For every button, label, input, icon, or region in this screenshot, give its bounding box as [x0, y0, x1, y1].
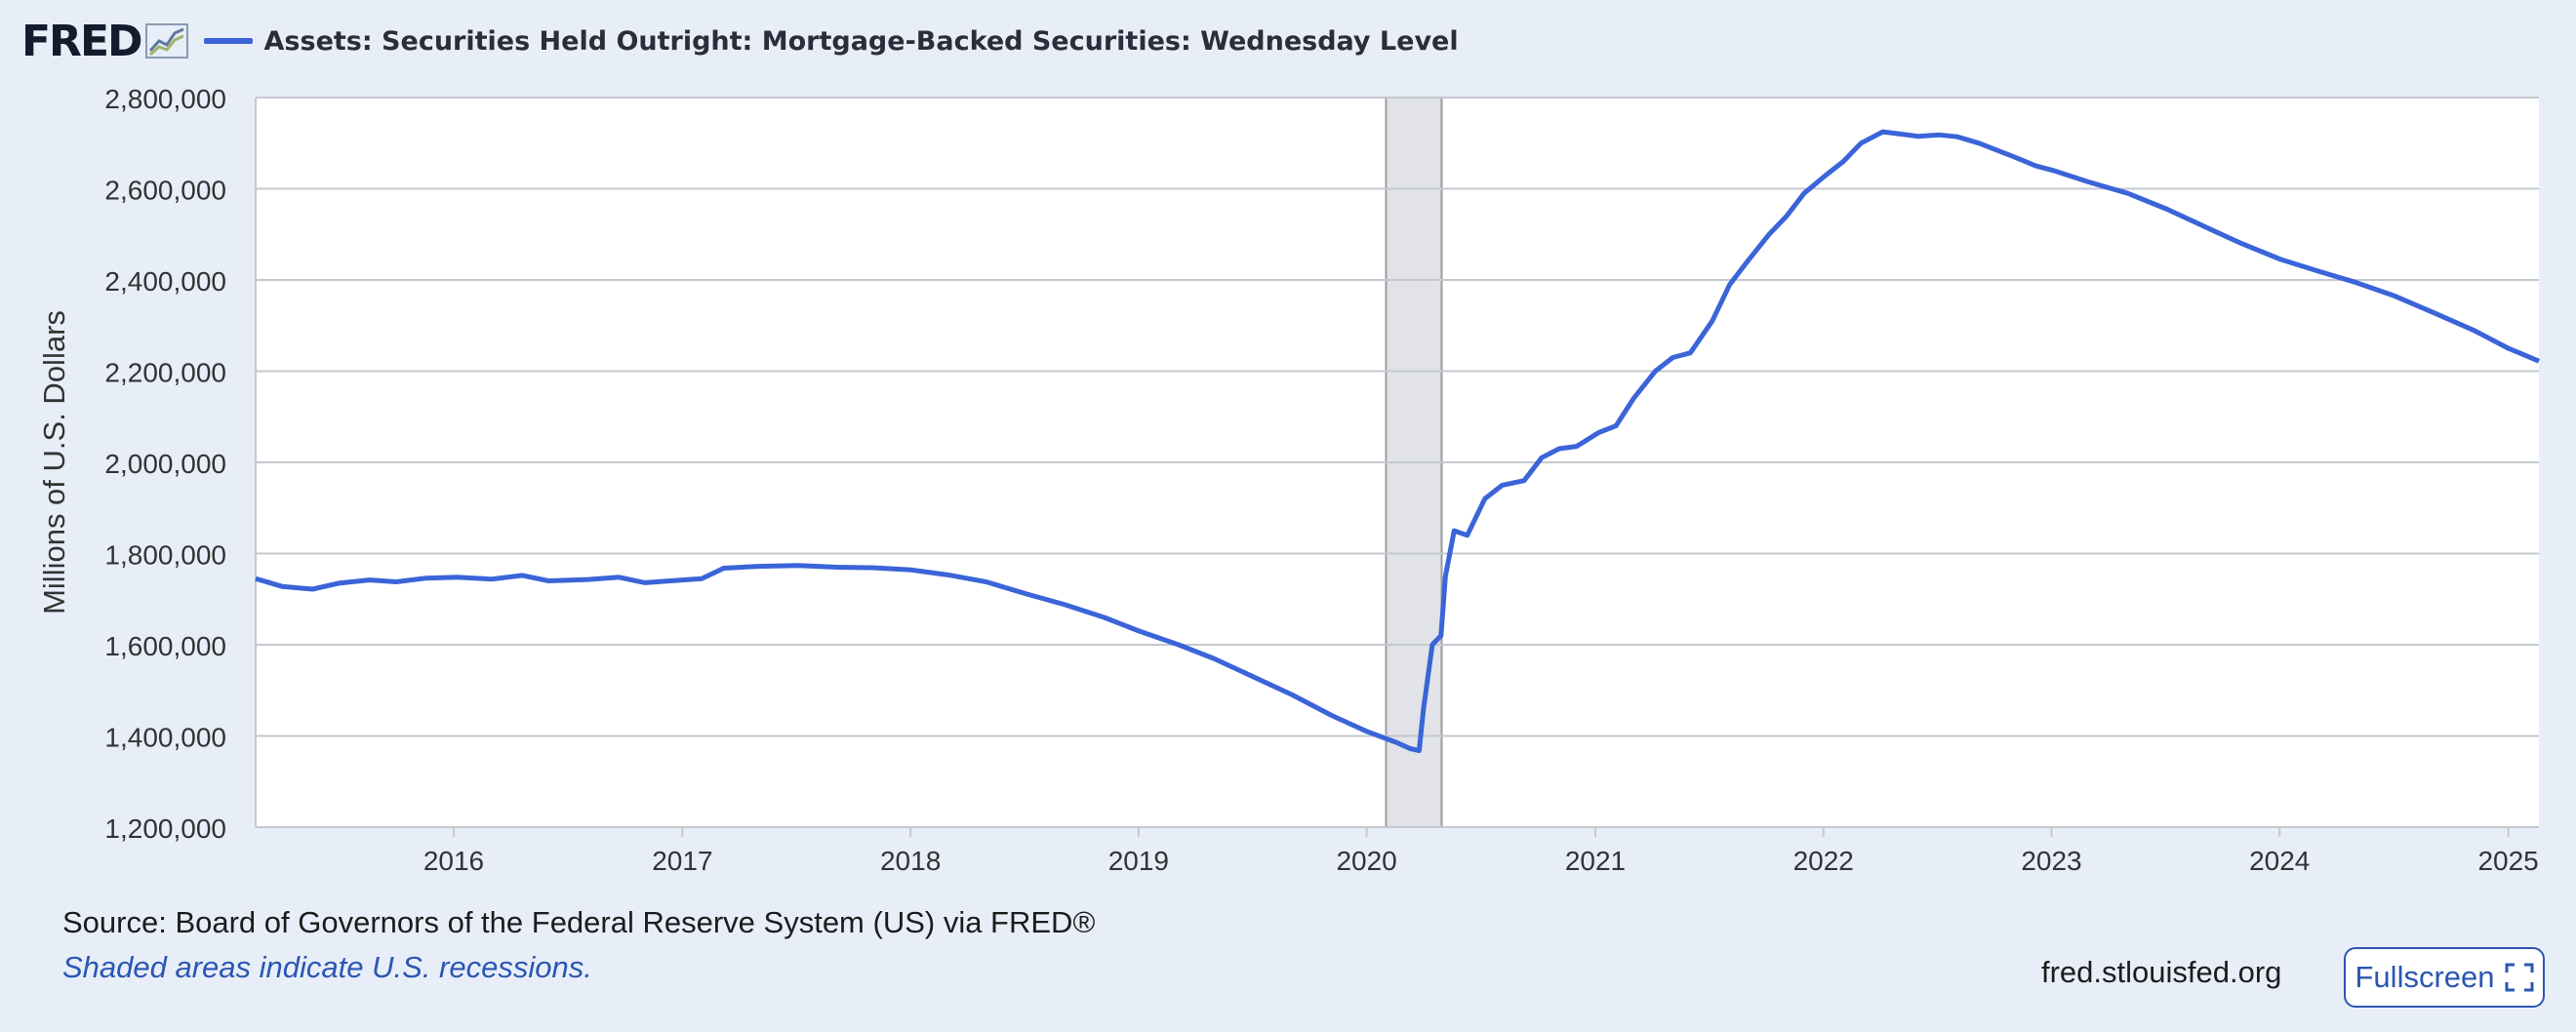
fred-logo[interactable]: FRED [21, 17, 188, 66]
x-tick-label: 2021 [1565, 846, 1626, 876]
series-layer [255, 129, 2540, 753]
fullscreen-button[interactable]: Fullscreen [2344, 947, 2545, 1008]
x-tick-label: 2017 [652, 846, 712, 876]
x-tick-label: 2025 [2477, 846, 2538, 876]
y-axis-label: Millions of U.S. Dollars [37, 310, 71, 615]
gridlines [256, 97, 2539, 828]
legend-swatch [203, 38, 253, 44]
y-tick-label: 1,600,000 [104, 631, 226, 661]
x-tick-label: 2016 [423, 846, 484, 876]
fullscreen-label: Fullscreen [2355, 960, 2495, 994]
y-tick-label: 1,200,000 [104, 814, 226, 844]
recession-note: Shaded areas indicate U.S. recessions. [62, 950, 592, 984]
site-link[interactable]: fred.stlouisfed.org [2041, 955, 2282, 989]
y-tick-label: 1,400,000 [104, 723, 226, 753]
x-tick-label: 2019 [1108, 846, 1169, 876]
y-tick-label: 2,200,000 [104, 358, 226, 388]
line-chart: 1,200,000 1,400,000 1,600,000 1,800,000 2,00… [37, 84, 2540, 876]
y-axis-ticks: 1,200,000 1,400,000 1,600,000 1,800,000 2,00… [104, 84, 226, 844]
legend-label: Assets: Securities Held Outright: Mortga… [263, 25, 1459, 57]
y-tick-label: 2,400,000 [104, 266, 226, 297]
x-tick-label: 2020 [1336, 846, 1396, 876]
x-axis-ticks: 2016 2017 2018 2019 2020 2021 2022 2023 2024 2025 [423, 827, 2539, 876]
fullscreen-icon [2505, 963, 2533, 992]
y-tick-label: 2,000,000 [104, 449, 226, 479]
chart-legend: Assets: Securities Held Outright: Mortga… [203, 25, 1459, 57]
x-tick-label: 2024 [2249, 846, 2310, 876]
x-tick-label: 2018 [880, 846, 941, 876]
y-tick-label: 2,600,000 [104, 176, 226, 206]
y-tick-label: 2,800,000 [104, 84, 226, 114]
y-tick-label: 1,800,000 [104, 540, 226, 571]
chart-header: FRED Assets: Securities Held Outright: M… [21, 14, 1459, 68]
series-line [255, 129, 2540, 753]
fred-logo-text: FRED [21, 16, 143, 66]
fred-graph-icon [144, 23, 188, 59]
x-tick-label: 2023 [2021, 846, 2081, 876]
source-note: Source: Board of Governors of the Federa… [62, 905, 1096, 939]
x-tick-label: 2022 [1793, 846, 1854, 876]
